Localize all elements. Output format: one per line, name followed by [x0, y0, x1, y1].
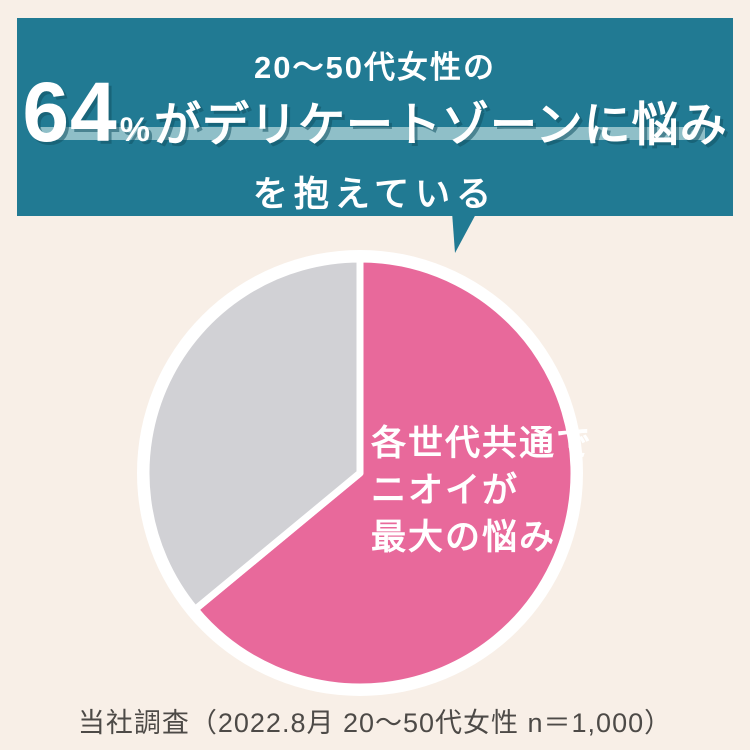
- headline-line2-text: がデリケートゾーンに悩み: [154, 98, 728, 151]
- speech-tail: [452, 212, 477, 253]
- annotation-line-3: 最大の悩み: [371, 518, 557, 557]
- headline-percentage-number: 64: [22, 65, 118, 159]
- pie-chart-svg: [137, 250, 583, 696]
- pie-slice-1: [191, 255, 578, 691]
- survey-source-note: 当社調査（2022.8月 20〜50代女性 n＝1,000）: [77, 708, 673, 738]
- percent-sign: %: [119, 111, 150, 149]
- headline-line2: 64 % がデリケートゾーンに悩み: [17, 70, 733, 155]
- pie-slice-annotation: 各世代共通で ニオイが 最大の悩み: [371, 420, 593, 561]
- annotation-line-1: 各世代共通で: [371, 424, 594, 463]
- headline-bubble: 20〜50代女性の 64 % がデリケートゾーンに悩み を抱えている: [17, 18, 733, 216]
- headline-line1: 20〜50代女性の: [254, 50, 496, 85]
- pie-slice-2: [142, 255, 364, 613]
- headline-highlight-bar: [40, 127, 705, 140]
- speech-tail-shape: [452, 212, 477, 253]
- annotation-line-2: ニオイが: [371, 471, 520, 510]
- headline-line3: を抱えている: [252, 175, 498, 214]
- pie-chart: [137, 250, 583, 696]
